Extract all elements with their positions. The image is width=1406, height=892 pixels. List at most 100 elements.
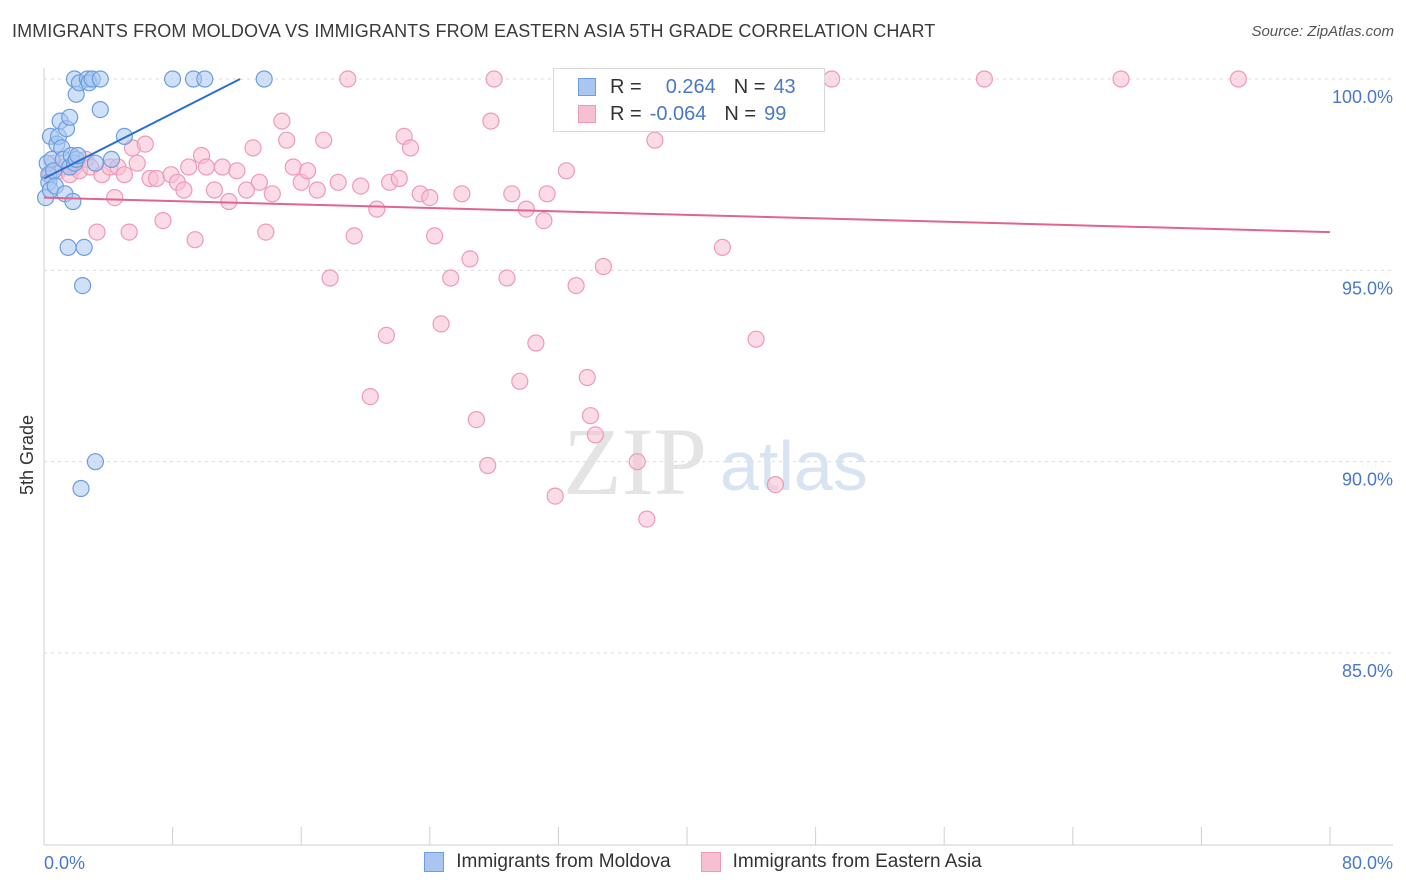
eastasia-point xyxy=(257,223,275,241)
legend-row-moldova: R = 0.264 N = 43 xyxy=(578,74,796,100)
eastasia-point xyxy=(766,476,785,494)
eastasia-point xyxy=(432,315,450,333)
eastasia-point xyxy=(128,154,146,172)
eastasia-point xyxy=(345,227,363,245)
n-label: N = xyxy=(733,75,766,98)
moldova-point xyxy=(86,154,105,172)
moldova-point xyxy=(61,108,79,126)
moldova-point xyxy=(102,150,121,168)
r-label: R = xyxy=(610,102,642,125)
eastasia-legend-swatch xyxy=(700,852,721,872)
series-legend: Immigrants from Moldova Immigrants from … xyxy=(0,851,1406,873)
eastasia-point xyxy=(586,426,605,444)
eastasia-point xyxy=(213,158,231,176)
moldova-point xyxy=(255,70,273,88)
eastasia-point xyxy=(461,250,479,268)
eastasia-point xyxy=(482,112,500,130)
eastasia-point xyxy=(244,139,262,157)
eastasia-point xyxy=(517,200,535,218)
eastasia-point xyxy=(175,181,193,199)
x-tick-max: 80.0% xyxy=(1342,853,1393,873)
eastasia-point xyxy=(747,330,765,348)
eastasia-point xyxy=(638,510,656,528)
eastasia-point xyxy=(511,372,529,390)
chart-title: IMMIGRANTS FROM MOLDOVA VS IMMIGRANTS FR… xyxy=(12,21,936,41)
watermark-atlas: atlas xyxy=(720,427,868,505)
eastasia-point xyxy=(538,185,556,203)
eastasia-point xyxy=(136,135,154,153)
eastasia-point xyxy=(120,223,138,241)
eastasia-point xyxy=(479,456,497,475)
moldova-point xyxy=(86,453,105,471)
eastasia-point xyxy=(361,388,379,406)
eastasia-point xyxy=(581,407,600,425)
eastasia-point xyxy=(205,181,223,199)
moldova-swatch xyxy=(578,78,596,96)
moldova-legend-swatch xyxy=(424,852,445,872)
eastasia-point xyxy=(115,166,134,184)
moldova-point xyxy=(73,277,92,295)
stats-legend: R = 0.264 N = 43 R = -0.064 N = 99 xyxy=(553,68,825,132)
eastasia-point xyxy=(594,257,613,276)
eastasia-points xyxy=(41,70,1248,528)
eastasia-point xyxy=(467,411,485,429)
eastasia-point xyxy=(823,70,841,88)
eastasia-point xyxy=(646,131,664,149)
moldova-point xyxy=(164,70,182,88)
eastasia-point xyxy=(535,212,553,230)
eastasia-point xyxy=(1112,70,1130,88)
eastasia-point xyxy=(485,70,503,88)
eastasia-legend-label: Immigrants from Eastern Asia xyxy=(732,851,982,872)
eastasia-point xyxy=(368,200,386,218)
eastasia-n-value: 99 xyxy=(764,102,787,125)
eastasia-point xyxy=(713,238,732,256)
y-tick-label: 85.0% xyxy=(1342,661,1393,681)
moldova-r-value: 0.264 xyxy=(665,75,716,98)
trend-lines xyxy=(43,78,1331,234)
eastasia-point xyxy=(186,231,204,249)
moldova-point xyxy=(75,238,93,256)
legend-item-moldova[interactable]: Immigrants from Moldova xyxy=(424,851,671,873)
eastasia-point xyxy=(377,326,395,344)
legend-item-eastasia[interactable]: Immigrants from Eastern Asia xyxy=(700,851,982,873)
moldova-point xyxy=(59,238,77,256)
moldova-n-value: 43 xyxy=(773,75,796,98)
eastasia-point xyxy=(352,177,370,195)
moldova-point xyxy=(64,192,82,211)
moldova-point xyxy=(91,70,109,88)
n-label: N = xyxy=(724,102,757,125)
eastasia-point xyxy=(273,112,291,130)
eastasia-point xyxy=(557,162,576,180)
moldova-trend-line xyxy=(43,78,241,180)
eastasia-point xyxy=(546,487,564,505)
moldova-point xyxy=(72,479,90,498)
eastasia-point xyxy=(106,189,124,207)
r-label: R = xyxy=(610,75,642,98)
eastasia-swatch xyxy=(578,105,596,123)
eastasia-point xyxy=(527,334,545,352)
gridlines xyxy=(44,78,1393,654)
eastasia-point xyxy=(299,162,317,180)
eastasia-point xyxy=(315,131,333,149)
legend-row-eastasia: R = -0.064 N = 99 xyxy=(578,101,786,127)
eastasia-point xyxy=(329,173,347,191)
moldova-points xyxy=(36,70,273,498)
moldova-point xyxy=(91,100,109,119)
y-tick-label: 100.0% xyxy=(1332,87,1393,107)
eastasia-point xyxy=(321,269,339,287)
y-tick-label: 95.0% xyxy=(1342,278,1393,298)
eastasia-point xyxy=(578,368,596,387)
eastasia-point xyxy=(308,181,326,199)
eastasia-point xyxy=(180,158,198,176)
eastasia-point xyxy=(88,223,106,241)
eastasia-point xyxy=(426,227,444,245)
eastasia-point xyxy=(147,169,166,188)
eastasia-point xyxy=(250,173,268,191)
eastasia-point xyxy=(154,212,172,230)
eastasia-r-value: -0.064 xyxy=(649,102,707,125)
eastasia-point xyxy=(339,70,357,88)
moldova-legend-label: Immigrants from Moldova xyxy=(456,851,671,872)
moldova-point xyxy=(115,127,134,145)
eastasia-point xyxy=(567,277,585,295)
eastasia-point xyxy=(390,169,408,188)
